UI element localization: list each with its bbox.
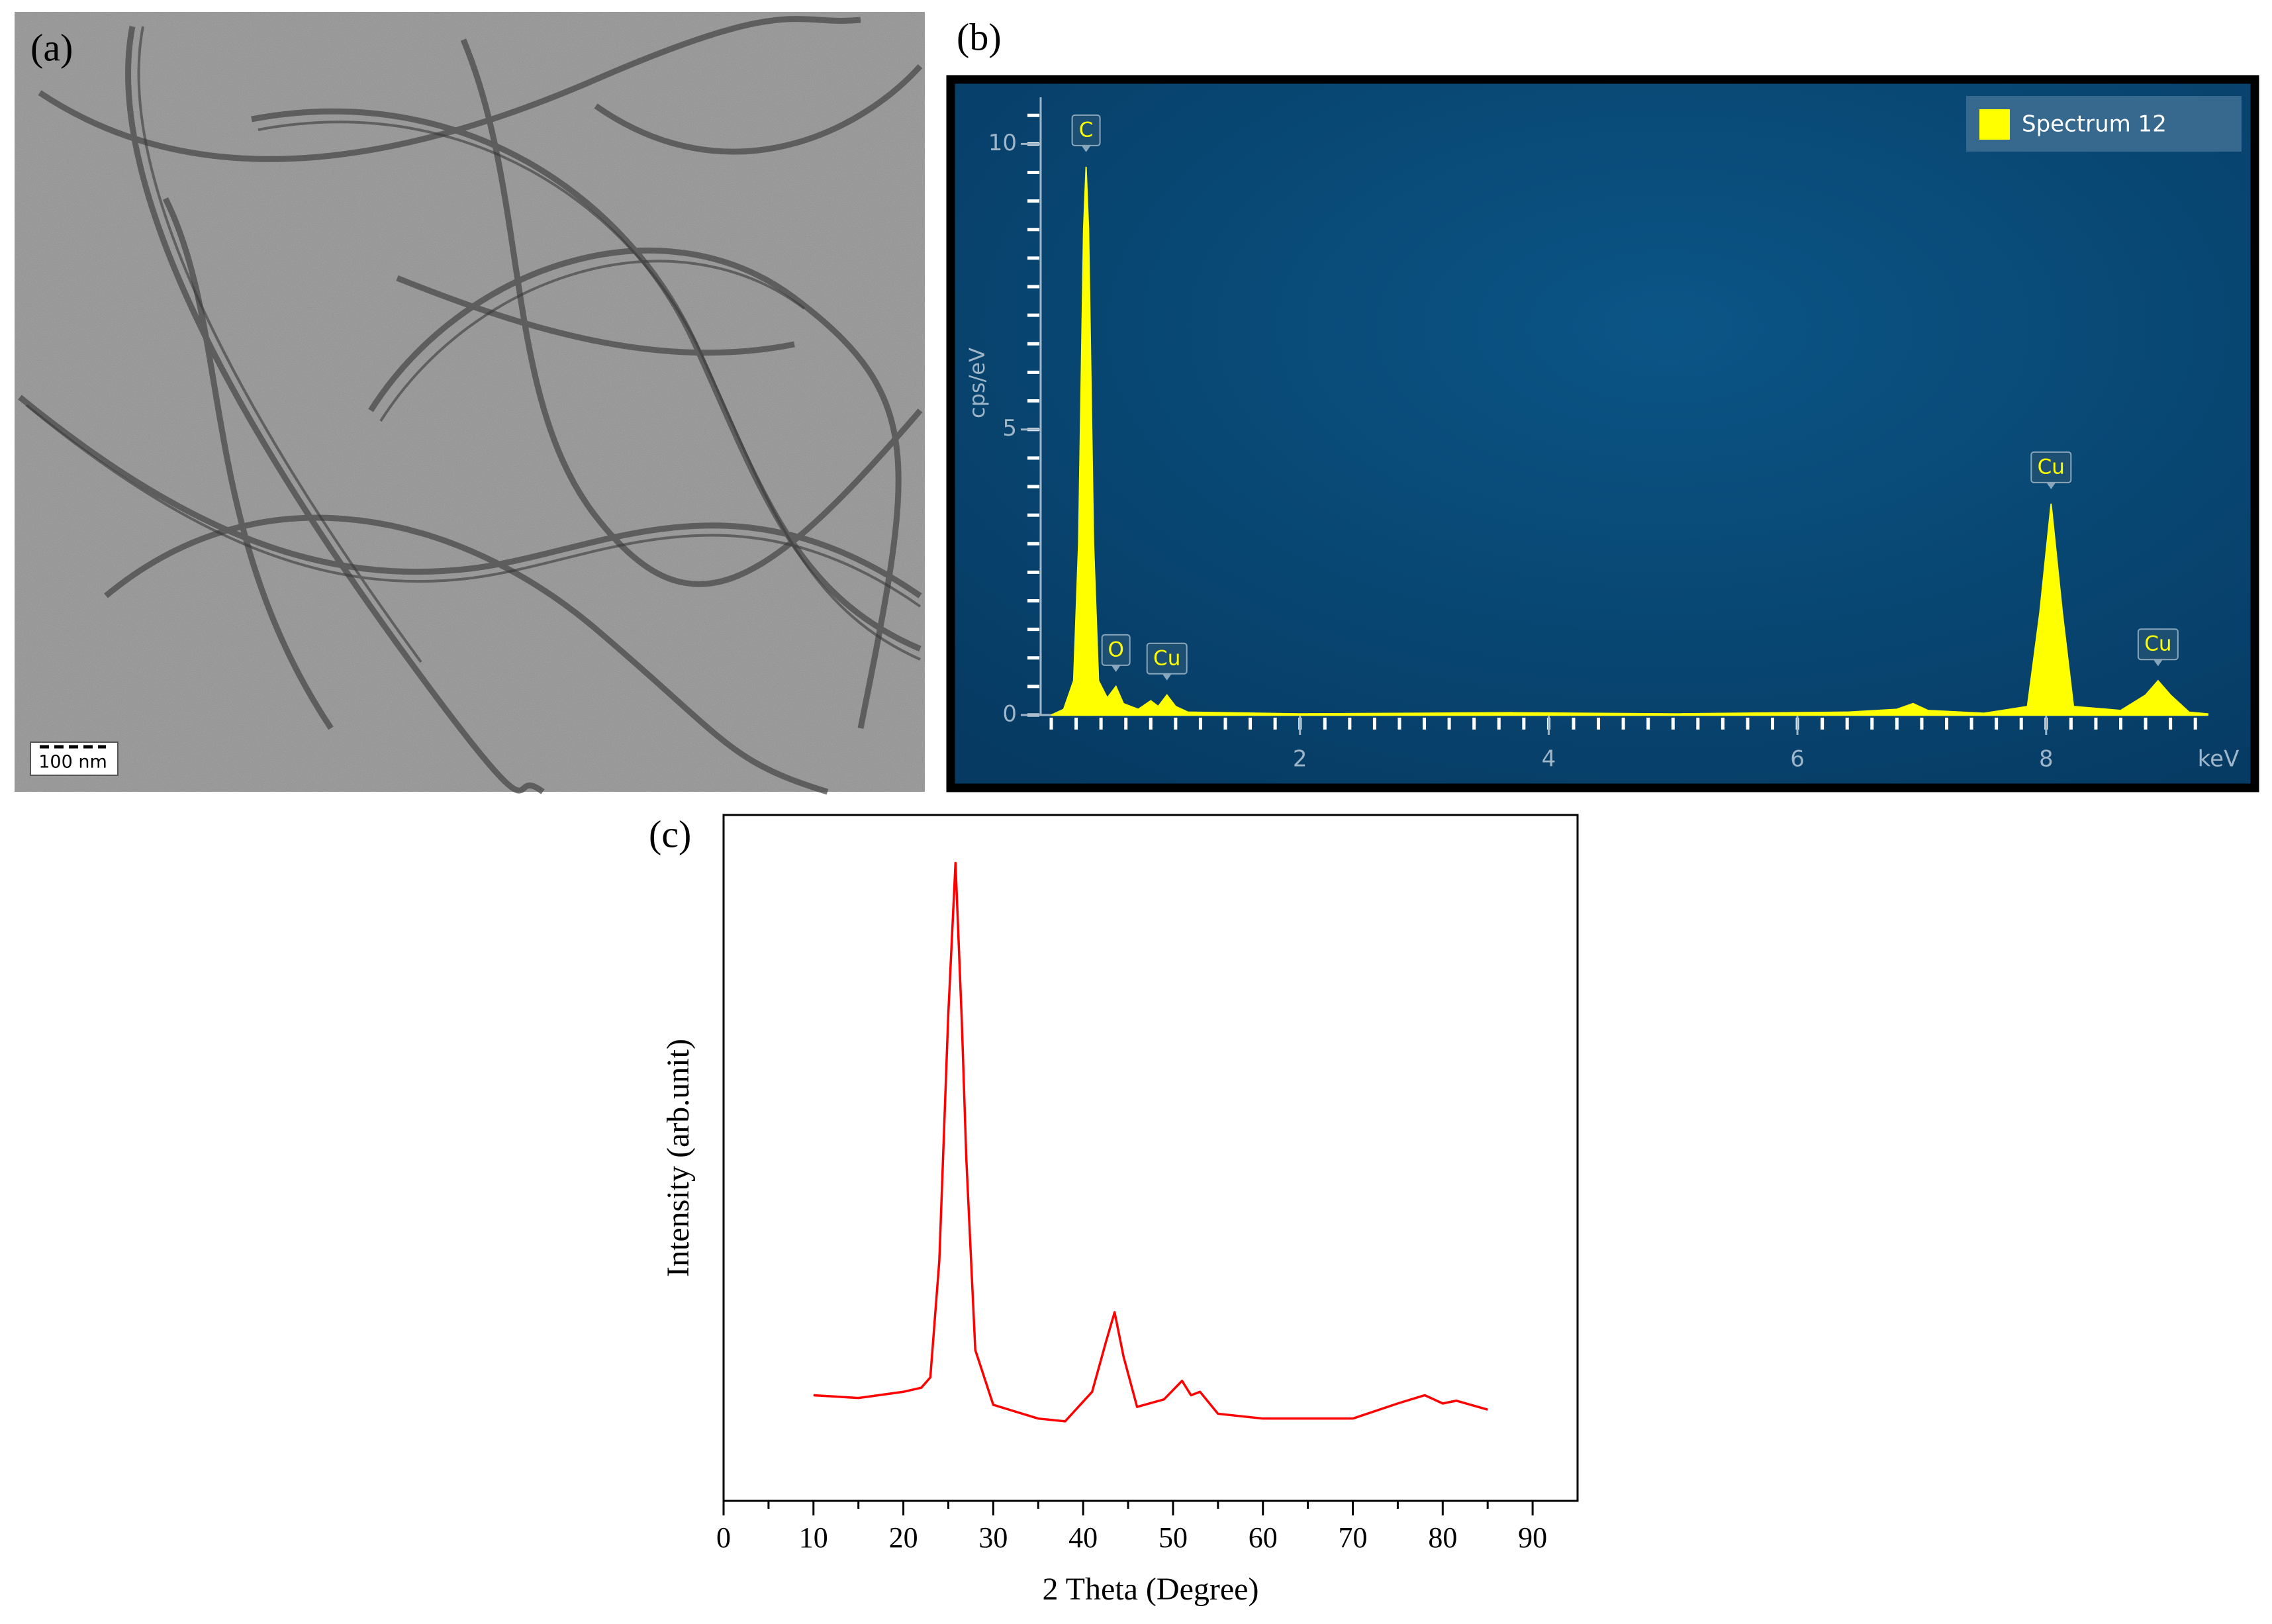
y-axis-label: Intensity (arb.unit)	[661, 1039, 696, 1277]
x-tick-label: 6	[1790, 746, 1805, 773]
peak-pointer	[2153, 659, 2163, 667]
peak-marker: O	[1101, 634, 1131, 672]
x-tick-label: 70	[1339, 1521, 1368, 1554]
xrd-line	[813, 861, 1488, 1423]
tem-image: 100 nm	[15, 12, 925, 795]
peak-pointer	[1111, 665, 1121, 672]
x-tick-label: 2	[1293, 746, 1307, 773]
x-tick-label: 60	[1249, 1521, 1278, 1554]
x-tick-label: 80	[1428, 1521, 1457, 1554]
peak-label: Cu	[2144, 632, 2171, 656]
spectrum-area	[1051, 166, 2208, 716]
x-tick-label: 4	[1542, 746, 1556, 773]
plot-frame	[722, 814, 1579, 1502]
x-tick-label: 40	[1068, 1521, 1098, 1554]
y-tick-label: 5	[1002, 415, 1017, 442]
legend-box	[1966, 96, 2242, 152]
scale-bar-label: 100 nm	[38, 752, 107, 773]
peak-marker: Cu	[2137, 628, 2179, 667]
peak-label: C	[1079, 118, 1094, 142]
peak-marker: Cu	[2030, 451, 2072, 489]
x-tick-label: 10	[799, 1521, 828, 1554]
x-tick-label: 50	[1159, 1521, 1188, 1554]
peak-pointer	[2046, 482, 2056, 489]
legend-label: Spectrum 12	[2022, 111, 2167, 138]
peak-label: Cu	[2038, 455, 2065, 479]
x-tick-label: 8	[2039, 746, 2054, 773]
peak-marker: C	[1071, 114, 1101, 152]
legend-swatch	[1979, 109, 2010, 140]
peak-pointer	[1081, 145, 1091, 152]
x-tick-label: 20	[889, 1521, 918, 1554]
y-tick-label: 10	[988, 130, 1017, 156]
y-axis-label: cps/eV	[965, 348, 990, 418]
peak-label: Cu	[1153, 646, 1180, 670]
panel-label: (a)	[30, 26, 73, 69]
peak-marker: Cu	[1146, 642, 1188, 681]
peak-label: O	[1108, 638, 1123, 661]
x-axis-label: keV	[2198, 746, 2240, 773]
xrd-chart: (c) 0 10 20 30 40 50 60 70 80 90 2 Theta (Degree) In…	[649, 812, 1579, 1607]
panel-label: (c)	[649, 812, 691, 855]
y-tick-label: 0	[1002, 701, 1017, 728]
peak-pointer	[1162, 673, 1172, 681]
x-tick-label: 0	[716, 1521, 731, 1554]
nanotube-walls	[25, 26, 922, 663]
scale-bar: 100 nm	[30, 741, 118, 776]
panel-label: (b)	[957, 15, 1002, 58]
eds-chart: (b) 2 4 6 8 0 5 10 keV cps/eV Spectrum 12 C O Cu Cu Cu	[957, 15, 2242, 773]
tem-noise	[15, 12, 925, 792]
x-axis-label: 2 Theta (Degree)	[1043, 1572, 1259, 1607]
x-tick-label: 90	[1518, 1521, 1547, 1554]
x-tick-label: 30	[978, 1521, 1008, 1554]
